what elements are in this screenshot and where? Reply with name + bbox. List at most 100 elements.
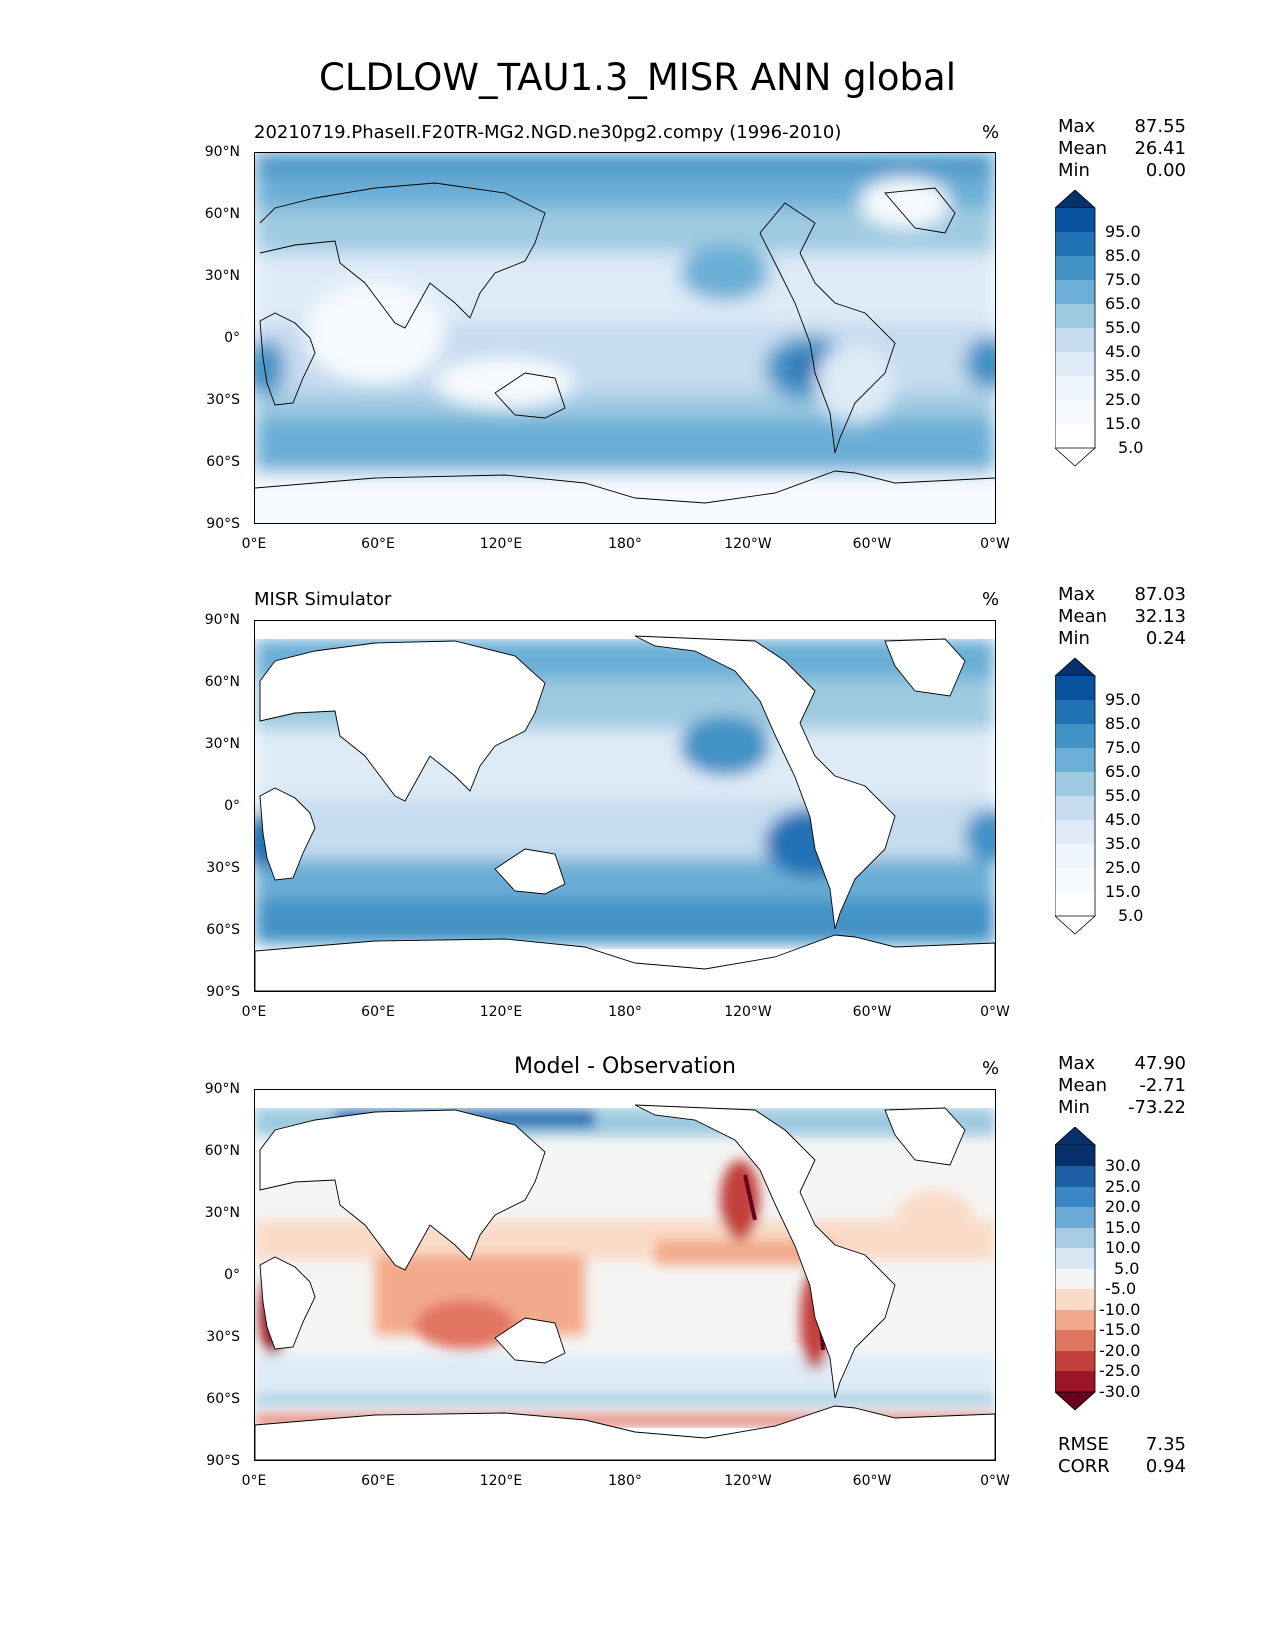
panel-1-title: 20210719.PhaseII.F20TR-MG2.NGD.ne30pg2.c… <box>254 122 842 143</box>
panel-2-ytick: 30°N <box>204 736 240 752</box>
panel-3-metrics: RMSE 7.35 CORR 0.94 <box>1058 1434 1186 1478</box>
panel-1-ytick: 30°S <box>206 392 240 408</box>
colorbar-tick: 35.0 <box>1105 834 1141 853</box>
panel-2-field <box>255 621 995 991</box>
panel-2-xtick: 60°W <box>852 1004 892 1020</box>
panel-3-ytick: 0° <box>224 1267 240 1283</box>
colorbar-tick: 15.0 <box>1105 882 1141 901</box>
panel-2-xtick: 180° <box>608 1004 642 1020</box>
panel-1-unit: % <box>982 122 1000 143</box>
panel-2-xtick: 60°E <box>361 1004 395 1020</box>
panel-3-unit: % <box>982 1058 1000 1079</box>
metric-value: 0.94 <box>1145 1456 1186 1477</box>
stat-label: Mean <box>1058 606 1108 627</box>
panel-1-ytick: 30°N <box>204 268 240 284</box>
metric-label: CORR <box>1058 1456 1110 1477</box>
stat-label: Mean <box>1058 138 1108 159</box>
panel-2-ytick: 60°S <box>206 922 240 938</box>
panel-3-ytick: 60°N <box>204 1143 240 1159</box>
panel-1-stats: Max 87.55 Mean 26.41 Min 0.00 <box>1058 116 1186 182</box>
stat-label: Min <box>1058 160 1090 181</box>
panel-2-map <box>254 620 996 992</box>
metric-value: 7.35 <box>1145 1434 1186 1455</box>
panel-2-ytick: 90°N <box>204 612 240 628</box>
stat-value: 47.90 <box>1134 1053 1186 1074</box>
panel-2-xtick: 0°E <box>241 1004 267 1020</box>
panel-2-ytick: 90°S <box>206 984 240 1000</box>
colorbar-tick: 5.0 <box>1114 1259 1140 1278</box>
stat-value: -73.22 <box>1127 1097 1186 1118</box>
stat-value: -2.71 <box>1139 1075 1186 1096</box>
panel-1-colorbar <box>1055 190 1097 467</box>
panel-2-ytick: 30°S <box>206 860 240 876</box>
panel-1-xtick: 60°W <box>852 536 892 552</box>
colorbar-tick: -25.0 <box>1099 1361 1141 1380</box>
colorbar-tick: 45.0 <box>1105 342 1141 361</box>
colorbar-tick: 95.0 <box>1105 222 1141 241</box>
stat-value: 26.41 <box>1134 138 1186 159</box>
colorbar-tick: 95.0 <box>1105 690 1141 709</box>
colorbar-tick: -15.0 <box>1099 1320 1141 1339</box>
panel-1-map <box>254 152 996 524</box>
colorbar-tick: 5.0 <box>1118 438 1144 457</box>
panel-1-ytick: 90°S <box>206 516 240 532</box>
colorbar-tick: 55.0 <box>1105 318 1141 337</box>
panel-2-unit: % <box>982 589 1000 610</box>
colorbar-tick: 15.0 <box>1105 1218 1141 1237</box>
colorbar-tick: 5.0 <box>1118 906 1144 925</box>
panel-3-landmasses <box>255 1104 995 1460</box>
panel-2-landmasses <box>255 635 995 991</box>
colorbar-tick: 35.0 <box>1105 366 1141 385</box>
colorbar-tick: 75.0 <box>1105 270 1141 289</box>
colorbar-tick: 30.0 <box>1105 1156 1141 1175</box>
figure-title: CLDLOW_TAU1.3_MISR ANN global <box>319 56 956 99</box>
panel-2-title: MISR Simulator <box>254 589 392 610</box>
colorbar-tick: 55.0 <box>1105 786 1141 805</box>
panel-3-stats: Max 47.90 Mean -2.71 Min -73.22 <box>1058 1053 1186 1119</box>
panel-2-stats: Max 87.03 Mean 32.13 Min 0.24 <box>1058 584 1186 650</box>
panel-1-ytick: 60°S <box>206 454 240 470</box>
panel-2-ytick: 60°N <box>204 674 240 690</box>
stat-label: Min <box>1058 1097 1090 1118</box>
colorbar-tick: -20.0 <box>1099 1341 1141 1360</box>
stat-label: Mean <box>1058 1075 1108 1096</box>
panel-3-xtick: 0°W <box>980 1473 1010 1489</box>
stat-label: Max <box>1058 116 1096 137</box>
colorbar-tick: 25.0 <box>1105 390 1141 409</box>
stat-label: Min <box>1058 628 1090 649</box>
panel-3-ytick: 30°N <box>204 1205 240 1221</box>
stat-value: 0.00 <box>1145 160 1186 181</box>
colorbar-tick: 20.0 <box>1105 1197 1141 1216</box>
colorbar-tick: 65.0 <box>1105 294 1141 313</box>
panel-1-xtick: 60°E <box>361 536 395 552</box>
panel-3-ytick: 30°S <box>206 1329 240 1345</box>
panel-1-xtick: 120°W <box>724 536 772 552</box>
panel-1-xtick: 120°E <box>479 536 523 552</box>
colorbar-tick: 75.0 <box>1105 738 1141 757</box>
colorbar-tick: 25.0 <box>1105 1177 1141 1196</box>
panel-3-xtick: 120°E <box>479 1473 523 1489</box>
panel-3-field <box>255 1090 995 1460</box>
panel-3-xtick: 60°E <box>361 1473 395 1489</box>
panel-2-colorbar <box>1055 658 1097 935</box>
panel-1-ytick: 0° <box>224 330 240 346</box>
stat-value: 32.13 <box>1134 606 1186 627</box>
panel-2-xtick: 0°W <box>980 1004 1010 1020</box>
stat-value: 0.24 <box>1145 628 1186 649</box>
colorbar-tick: -10.0 <box>1099 1300 1141 1319</box>
colorbar-tick: 15.0 <box>1105 414 1141 433</box>
stat-label: Max <box>1058 1053 1096 1074</box>
colorbar-tick: 65.0 <box>1105 762 1141 781</box>
panel-3-ytick: 90°N <box>204 1081 240 1097</box>
colorbar-tick: -5.0 <box>1105 1279 1137 1298</box>
panel-1-xtick: 180° <box>608 536 642 552</box>
panel-1-ytick: 60°N <box>204 206 240 222</box>
panel-2-xtick: 120°W <box>724 1004 772 1020</box>
stat-value: 87.55 <box>1134 116 1186 137</box>
colorbar-tick: 10.0 <box>1105 1238 1141 1257</box>
colorbar-tick: -30.0 <box>1099 1382 1141 1401</box>
panel-3-xtick: 120°W <box>724 1473 772 1489</box>
panel-3-xtick: 60°W <box>852 1473 892 1489</box>
stat-value: 87.03 <box>1134 584 1186 605</box>
panel-2-xtick: 120°E <box>479 1004 523 1020</box>
